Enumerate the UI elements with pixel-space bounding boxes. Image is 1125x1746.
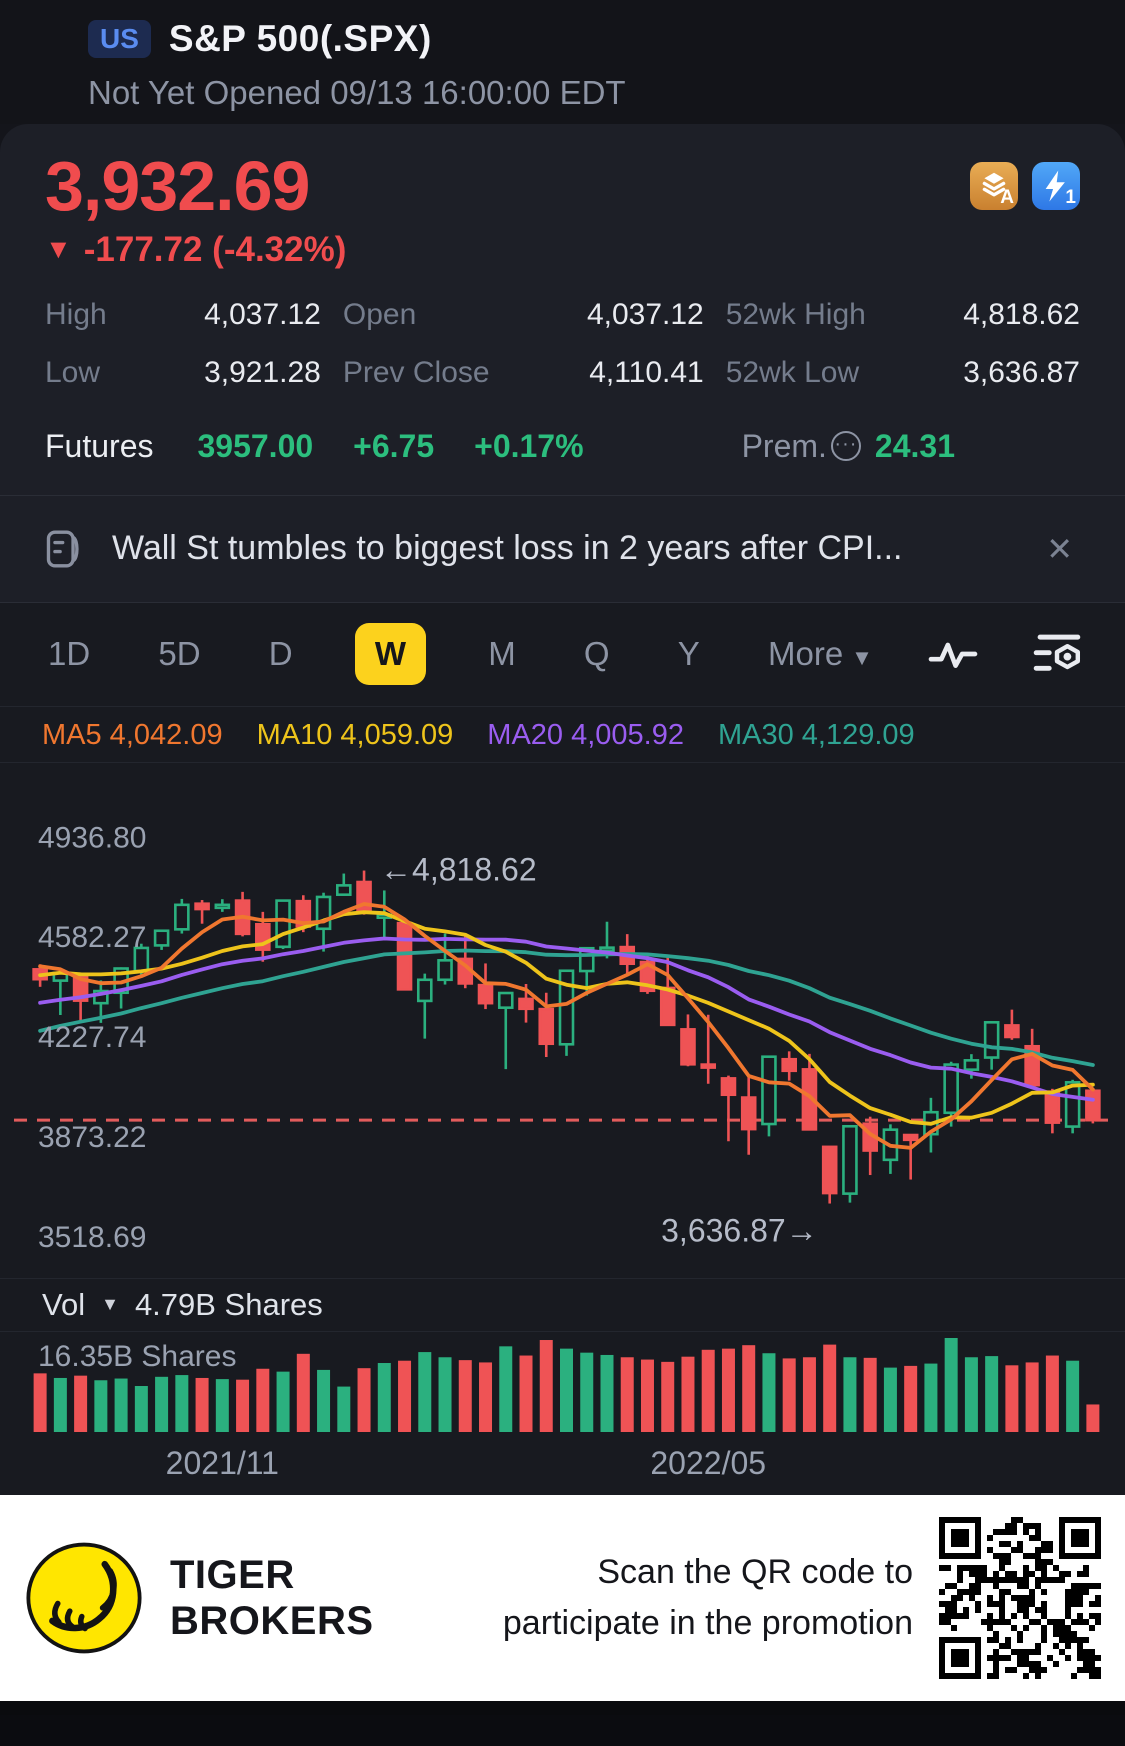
down-arrow-icon: ▼ [45,234,72,264]
stat-value: 4,037.12 [586,297,704,331]
tab-w[interactable]: W [354,623,426,685]
lv1-quote-badge[interactable]: 1 [1032,162,1080,210]
last-price: 3,932.69 [45,147,310,225]
indicator-settings-icon[interactable] [1031,630,1083,678]
svg-text:4227.74: 4227.74 [38,1021,146,1054]
svg-text:←4,818.62: ←4,818.62 [380,851,537,887]
promo-line1: Scan the QR code to [597,1552,913,1591]
promo-line2: participate in the promotion [502,1603,913,1642]
caret-down-icon: ▼ [851,645,873,670]
stat-label: Open [342,297,417,331]
market-data-level-badge[interactable]: A [970,162,1018,210]
timeframe-tabs: 1D 5D D W M Q Y More ▼ [42,623,879,685]
brand-line1: TIGER [170,1552,295,1597]
ma5-indicator: MA5 4,042.09 [42,718,223,751]
price-change: ▼ -177.72 (-4.32%) [45,230,1080,270]
svg-text:3873.22: 3873.22 [38,1120,146,1153]
change-text: -177.72 (-4.32%) [83,229,347,269]
layers-icon [982,172,1006,197]
svg-text:4582.27: 4582.27 [38,921,146,954]
futures-label: Futures [45,427,154,464]
futures-price: 3957.00 [197,427,314,464]
stat-label: 52wk Low [725,355,860,389]
pulse-line-icon[interactable] [927,632,979,676]
app-header: US S&P 500(.SPX) Not Yet Opened 09/13 16… [0,0,1125,124]
lightning-icon [1045,170,1065,202]
badge-sub-label: A [1000,187,1014,208]
tab-q[interactable]: Q [583,635,610,672]
svg-text:4936.80: 4936.80 [38,821,146,854]
brand-line2: BROKERS [170,1598,374,1643]
premium-value: 24.31 [874,427,955,464]
title-row: US S&P 500(.SPX) [88,18,1085,60]
chart-card: 1D 5D D W M Q Y More ▼ MA5 4,042.09 MA10 4,059.09… [0,602,1125,1495]
ma20-indicator: MA20 4,005.92 [487,718,684,751]
ma-indicator-row: MA5 4,042.09 MA10 4,059.09 MA20 4,005.92 MA… [0,707,1125,763]
price-chart[interactable]: 4936.80 4582.27 4227.74 3873.22 3518.69 ←4,81… [0,763,1125,1273]
tab-1d[interactable]: 1D [48,635,91,672]
promo-text: Scan the QR code to participate in the p… [503,1547,913,1649]
market-status: Not Yet Opened 09/13 16:00:00 EDT [88,74,626,111]
tab-y[interactable]: Y [677,635,700,672]
ma30-indicator: MA30 4,129.09 [717,718,915,751]
stat-value: 3,636.87 [963,355,1080,389]
futures-change: +6.75 [353,427,435,464]
promo-footer: TIGER BROKERS Scan the QR code to partic… [0,1494,1125,1701]
tab-m[interactable]: M [488,635,516,672]
premium-label: Prem. [741,427,827,464]
svg-text:3,636.87→: 3,636.87→ [661,1212,818,1248]
svg-text:2021/11: 2021/11 [166,1445,279,1481]
price-row: 3,932.69 A 1 [45,147,1080,225]
ellipsis-circle-icon[interactable]: ··· [830,431,861,461]
svg-text:3518.69: 3518.69 [38,1220,146,1253]
symbol-title: S&P 500(.SPX) [168,18,432,59]
home-indicator-strip [0,1700,1125,1715]
quote-card: 3,932.69 A 1 ▼ -177.72 (-4.32%) High 4,03… [0,124,1125,495]
futures-row: Futures 3957.00 +6.75 +0.17% Prem. ··· 2… [45,428,1080,465]
stat-label: Prev Close [342,355,490,389]
volume-header[interactable]: Vol ▼ 4.79B Shares [0,1277,1125,1332]
tiger-brokers-logo [26,1542,142,1653]
market-badge: US [88,20,151,58]
stat-value: 3,921.28 [204,355,321,389]
qr-code [939,1516,1101,1679]
futures-change-pct: +0.17% [474,427,584,464]
stat-label: 52wk High [725,297,866,331]
stat-value: 4,818.62 [963,297,1080,331]
news-close-button[interactable]: ✕ [1046,530,1073,567]
caret-down-icon: ▼ [101,1294,119,1314]
ma10-indicator: MA10 4,059.09 [256,718,454,751]
brand-text: TIGER BROKERS [170,1552,374,1644]
tab-5d[interactable]: 5D [158,635,201,672]
svg-text:16.35B Shares: 16.35B Shares [38,1340,236,1373]
svg-text:2022/05: 2022/05 [650,1445,766,1481]
volume-label: Vol [42,1286,86,1322]
tab-d[interactable]: D [268,635,293,672]
stat-value: 4,037.12 [204,297,321,331]
stat-label: Low [45,355,101,389]
news-headline[interactable]: Wall St tumbles to biggest loss in 2 yea… [112,529,903,567]
toolbar-icons [927,630,1083,678]
stat-value: 4,110.41 [589,355,704,389]
tab-more[interactable]: More ▼ [767,635,873,672]
badge-sub-label: 1 [1065,187,1076,208]
volume-value: 4.79B Shares [134,1286,323,1322]
news-doc-icon [46,529,79,568]
quote-badges: A 1 [970,150,1080,210]
news-bar[interactable]: Wall St tumbles to biggest loss in 2 yea… [0,494,1125,603]
chart-toolbar: 1D 5D D W M Q Y More ▼ [0,603,1125,707]
volume-chart[interactable]: 16.35B Shares 2021/11 2022/05 [0,1332,1125,1484]
stat-label: High [45,297,107,331]
stats-grid: High 4,037.12 Open 4,037.12 52wk High 4,818.6… [45,298,1080,390]
